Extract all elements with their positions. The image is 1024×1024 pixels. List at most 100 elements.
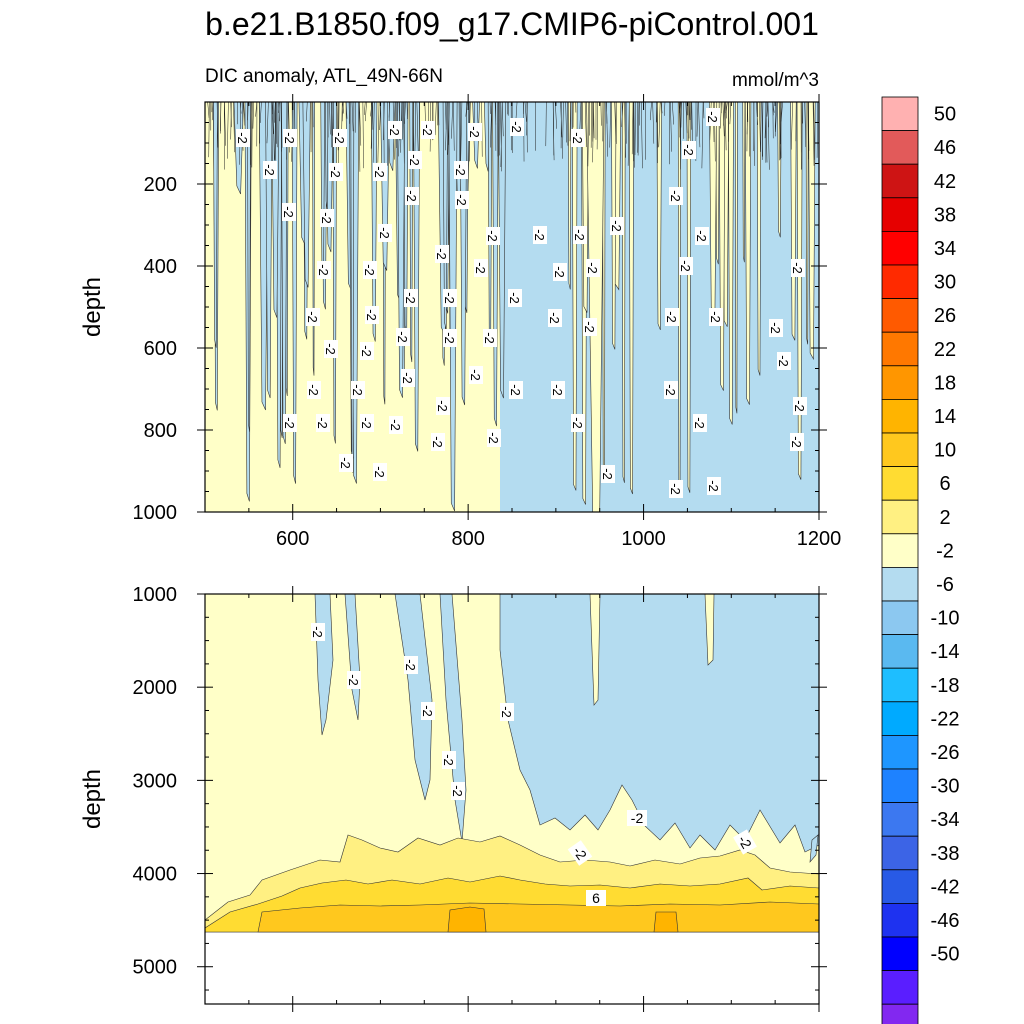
x-tick-label: 800 [451, 528, 484, 550]
noise-line [680, 102, 682, 128]
lower-contour-label: -2 [627, 810, 647, 826]
colorbar-label: -14 [931, 641, 960, 663]
upper-contour-label: -2 [387, 121, 402, 139]
upper-contour-label: -2 [420, 121, 435, 139]
noise-line [637, 102, 640, 156]
colorbar-label: -34 [931, 809, 960, 831]
svg-text:-2: -2 [790, 262, 805, 274]
svg-text:-2: -2 [485, 230, 500, 242]
noise-line [565, 102, 567, 143]
upper-contour-label: -2 [395, 328, 410, 346]
lower-contour-label: -2 [499, 703, 514, 721]
lower-y-axis-label: depth [79, 769, 106, 829]
upper-contour-label: -2 [663, 381, 678, 399]
svg-text:-2: -2 [404, 190, 419, 202]
noise-line [403, 102, 405, 164]
noise-line [207, 102, 210, 119]
svg-text:-2: -2 [792, 400, 807, 412]
upper-contour-label: -2 [442, 289, 457, 307]
upper-contour-label: -2 [338, 454, 353, 472]
noise-line [445, 102, 448, 151]
svg-text:-2: -2 [362, 264, 377, 276]
noise-line [451, 102, 454, 139]
upper-contour-label: -2 [706, 477, 721, 495]
noise-line [306, 102, 308, 122]
upper-contour-label: -2 [454, 191, 469, 209]
upper-contour-label: -2 [468, 366, 483, 384]
upper-contour-label: -2 [350, 381, 365, 399]
svg-text:-2: -2 [441, 754, 456, 766]
y-tick-label: 3000 [133, 770, 178, 792]
upper-contour-label: -2 [552, 263, 567, 281]
upper-contour-label: -2 [262, 161, 277, 179]
svg-text:-2: -2 [663, 384, 678, 396]
lower-negative-region [499, 594, 819, 853]
svg-text:-2: -2 [467, 126, 482, 138]
svg-text:-2: -2 [346, 674, 361, 686]
svg-text:-2: -2 [435, 400, 450, 412]
upper-contour-label: -2 [768, 319, 783, 337]
upper-contour-label: -2 [790, 259, 805, 277]
noise-line [358, 102, 361, 172]
noise-line [490, 102, 493, 148]
svg-text:-2: -2 [572, 229, 587, 241]
colorbar-swatch [881, 230, 919, 266]
svg-text:-2: -2 [692, 417, 707, 429]
noise-line [658, 102, 661, 147]
noise-line [227, 102, 229, 159]
svg-text:-2: -2 [434, 248, 449, 260]
upper-contour-label: -2 [789, 433, 804, 451]
lower-contour-label: -2 [346, 671, 361, 689]
colorbar-swatch [881, 298, 919, 333]
upper-contour-label: -2 [435, 397, 450, 415]
upper-negative-streak [371, 102, 378, 342]
upper-contour-label: -2 [668, 480, 683, 498]
svg-text:-2: -2 [678, 260, 693, 272]
colorbar-swatch [881, 903, 919, 938]
upper-contour-label: -2 [407, 151, 422, 169]
upper-contour-label: -2 [364, 306, 379, 324]
y-tick-label: 1000 [133, 502, 178, 524]
upper-positive-streak [742, 102, 746, 263]
noise-line [587, 102, 590, 167]
noise-line [685, 102, 688, 134]
colorbar-swatch [881, 701, 919, 736]
colorbar-label: 18 [934, 372, 956, 394]
y-tick-label: 5000 [133, 957, 178, 979]
upper-contour-label: -2 [282, 414, 297, 432]
noise-line [272, 102, 275, 160]
svg-text:-2: -2 [315, 417, 330, 429]
svg-text:-2: -2 [306, 384, 321, 396]
svg-text:-2: -2 [507, 292, 522, 304]
svg-text:-2: -2 [668, 190, 683, 202]
noise-line [365, 102, 367, 122]
noise-line [524, 102, 527, 122]
svg-text:-2: -2 [372, 466, 387, 478]
noise-line [812, 102, 815, 166]
noise-line [502, 102, 504, 137]
upper-contour-label: -2 [316, 261, 331, 279]
upper-contour-label: -2 [585, 259, 600, 277]
lower-plot-area [205, 594, 819, 933]
upper-positive-streak [808, 102, 816, 361]
lower-contour-label: -2 [567, 840, 593, 866]
noise-line [243, 102, 246, 126]
upper-positive-streak [735, 102, 738, 414]
chart-subtitle-left: DIC anomaly, ATL_49N-66N [205, 66, 443, 87]
x-tick-label: 600 [276, 528, 309, 550]
noise-line [779, 102, 782, 158]
noise-line [494, 102, 497, 125]
colorbar-label: 22 [934, 339, 956, 361]
upper-contour-label: -2 [306, 381, 321, 399]
noise-line [404, 102, 406, 124]
upper-negative-streak [291, 102, 298, 484]
lower-contour-label: -2 [450, 782, 465, 800]
upper-negative-streak [332, 102, 337, 444]
upper-negative-streak [271, 102, 280, 318]
svg-text:-2: -2 [372, 166, 387, 178]
svg-text:-2: -2 [582, 321, 597, 333]
svg-text:-2: -2 [706, 480, 721, 492]
upper-contour-label: -2 [547, 309, 562, 327]
svg-text:-2: -2 [570, 417, 585, 429]
noise-line [489, 102, 491, 114]
